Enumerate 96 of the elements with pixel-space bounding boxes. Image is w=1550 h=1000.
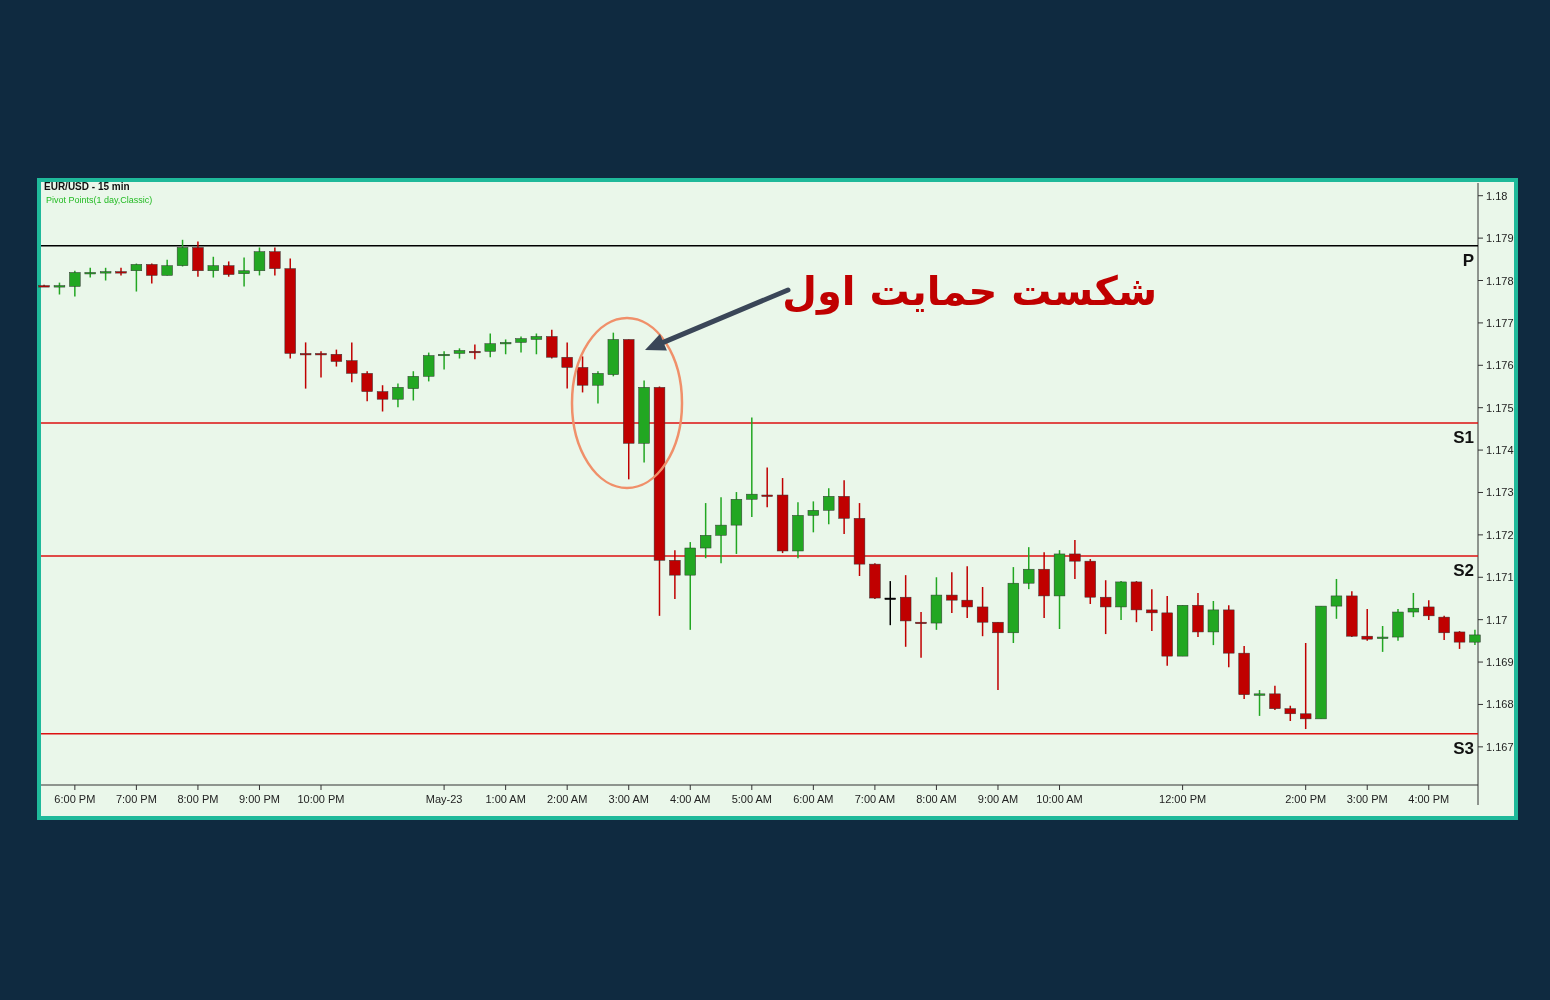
x-tick-label: 4:00 AM: [670, 793, 711, 805]
y-tick-label: 1.168: [1486, 698, 1514, 711]
candlestick: [407, 370, 419, 402]
candlestick: [1438, 615, 1450, 641]
y-tick-label: 1.171: [1486, 571, 1514, 584]
candlestick: [946, 571, 958, 614]
candlestick: [1300, 642, 1312, 730]
x-tick-label: 9:00 PM: [238, 793, 280, 805]
text: Pivot Points(1 day,Classic): [46, 195, 153, 205]
x-tick-label: 8:00 AM: [916, 793, 957, 805]
candlestick: [361, 370, 373, 403]
candlestick: [715, 496, 727, 565]
ref-line-label: S1: [1453, 427, 1474, 447]
candlestick: [1207, 600, 1220, 646]
candlestick: [515, 335, 527, 354]
candlestick: [84, 267, 96, 279]
candlestick: [69, 270, 81, 298]
y-tick-label: 1.179: [1486, 232, 1514, 245]
y-tick-label: 1.172: [1486, 528, 1514, 541]
candlestick: [376, 384, 389, 413]
candlestick: [700, 502, 712, 559]
candlestick: [1146, 588, 1158, 632]
y-tick-label: 1.173: [1486, 486, 1514, 499]
candlestick: [1407, 592, 1420, 618]
x-tick-label: 7:00 AM: [854, 793, 896, 805]
x-tick-label: 6:00 AM: [793, 793, 834, 805]
x-tick-label: 6:00 PM: [54, 793, 96, 805]
candlestick: [269, 246, 281, 277]
candlestick: [976, 586, 989, 637]
candlestick: [176, 239, 189, 268]
ref-line-label: S2: [1453, 561, 1474, 581]
y-tick-label: 1.17: [1486, 613, 1508, 626]
candlestick: [746, 416, 758, 518]
x-tick-label: 4:00 PM: [1408, 793, 1450, 805]
x-tick-label: 9:00 AM: [977, 793, 1019, 805]
candlestick: [807, 500, 819, 534]
ref-line-label: P: [1462, 250, 1474, 270]
candlestick: [884, 580, 896, 626]
x-tick-label: 3:00 PM: [1346, 793, 1388, 805]
candlestick: [1100, 579, 1112, 635]
candlestick: [1361, 608, 1373, 642]
candlestick: [346, 341, 358, 383]
candlestick: [1376, 625, 1389, 653]
candlestick: [1253, 689, 1266, 717]
candlestick: [761, 466, 773, 509]
x-tick-label: 12:00 PM: [1159, 793, 1207, 805]
x-tick-label: 5:00 AM: [731, 793, 772, 805]
candlestick: [1269, 685, 1281, 711]
y-tick-label: 1.176: [1486, 359, 1514, 372]
x-tick-label: 2:00 AM: [547, 793, 588, 805]
chart-title: EUR/USD - 15 min: [44, 181, 130, 192]
x-tick-label: 7:00 PM: [115, 793, 157, 805]
candlestick: [1023, 546, 1035, 590]
y-tick-label: 1.167: [1486, 740, 1514, 753]
candlestick: [1423, 599, 1435, 621]
candlestick: [900, 574, 912, 648]
candlestick: [915, 611, 927, 659]
candlestick: [438, 350, 450, 371]
x-tick-label: 10:00 PM: [297, 793, 345, 805]
candlestick: [669, 549, 681, 600]
candlestick: [392, 382, 404, 409]
candlestick: [1330, 578, 1343, 620]
ref-line-label: S3: [1453, 738, 1474, 758]
annotation: شکست حمایت اول: [782, 268, 1157, 315]
y-tick-label: 1.18: [1486, 189, 1508, 202]
y-tick-label: 1.174: [1486, 444, 1514, 457]
y-tick-label: 1.169: [1486, 656, 1514, 669]
candlestick: [469, 343, 481, 361]
candlestick: [961, 565, 973, 619]
candlestick: [838, 479, 850, 535]
y-tick-label: 1.175: [1486, 401, 1514, 414]
y-tick-label: 1.178: [1486, 274, 1514, 287]
candlestick: [130, 262, 143, 293]
candlestick: [192, 240, 204, 278]
candlestick: [530, 332, 543, 356]
candlestick: [315, 350, 327, 379]
candlestick: [592, 370, 604, 405]
candlestick: [576, 355, 589, 394]
candlestick: [546, 328, 558, 360]
candlestick: [300, 341, 312, 390]
candlestick: [253, 246, 266, 277]
candlestick: [561, 341, 573, 390]
candlestick: [423, 351, 435, 383]
x-tick-label: May-23: [425, 793, 463, 805]
candlestick: [823, 487, 835, 526]
x-tick-label: 8:00 PM: [177, 793, 219, 805]
candlestick: [992, 621, 1004, 691]
x-tick-label: 1:00 AM: [485, 793, 526, 805]
x-tick-label: 3:00 AM: [608, 793, 649, 805]
x-tick-label: 2:00 PM: [1285, 793, 1327, 805]
x-tick-label: 10:00 AM: [1036, 793, 1083, 805]
y-tick-label: 1.177: [1486, 316, 1514, 329]
candlestick: [1069, 539, 1081, 580]
candlestick: [238, 256, 250, 288]
candlestick: [207, 256, 219, 279]
candlestick: [484, 332, 496, 358]
